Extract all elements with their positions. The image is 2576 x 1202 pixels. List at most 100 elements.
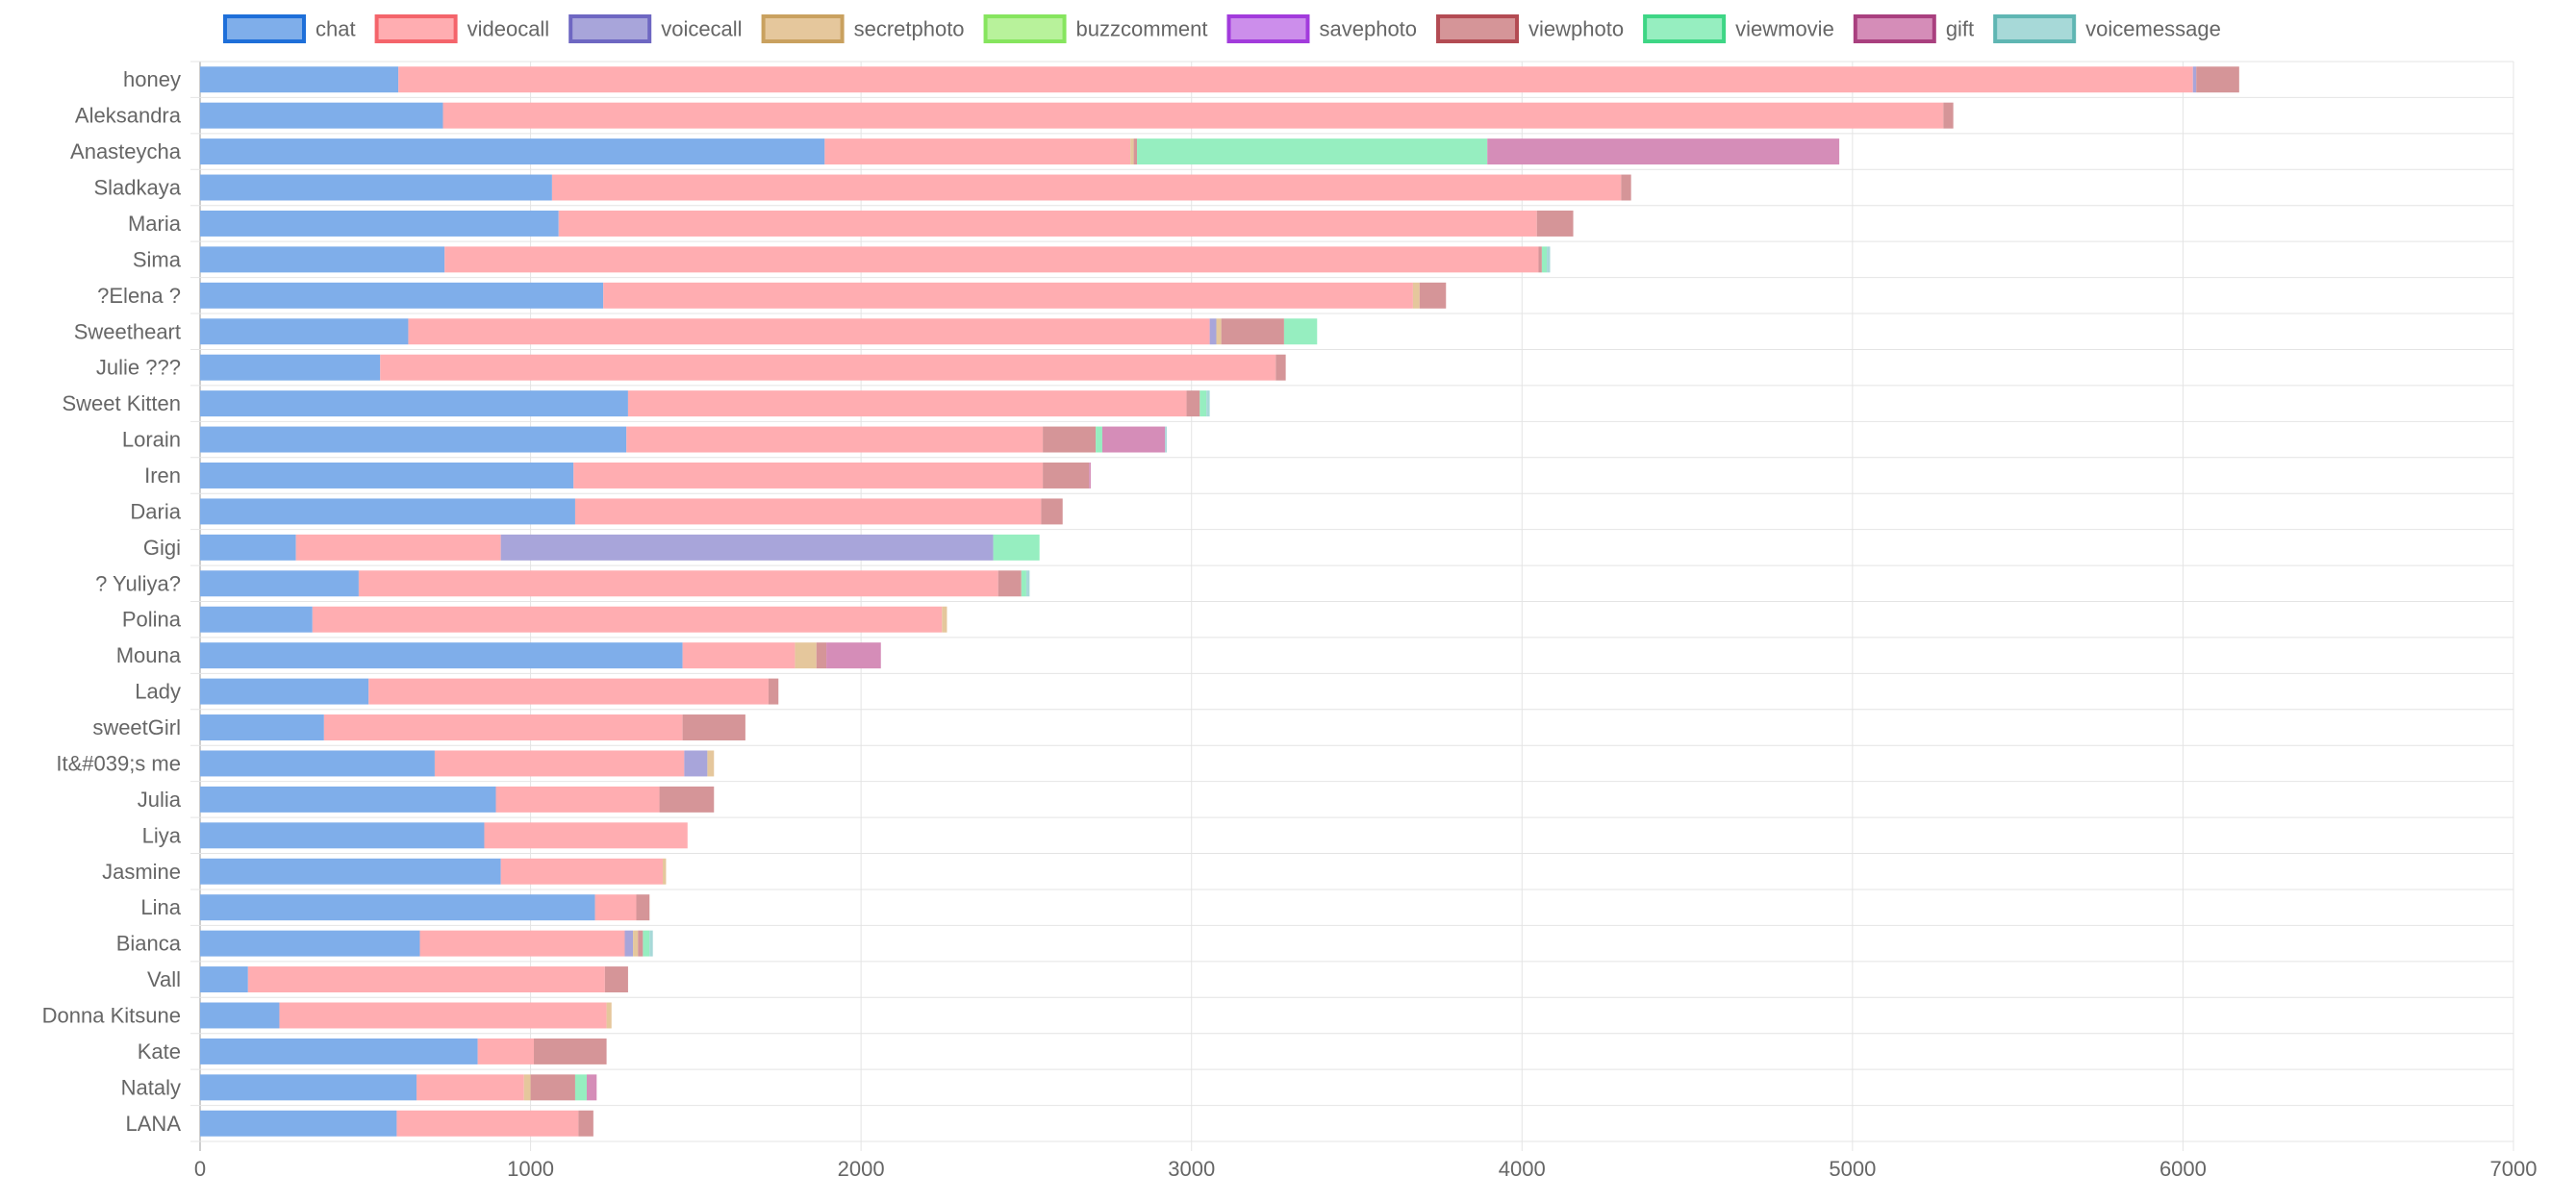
bar-sweet-kitten-viewmovie — [1200, 390, 1207, 417]
bar-mouna-secretphoto — [795, 642, 817, 669]
bar-yuliya-videocall — [358, 570, 998, 597]
y-tick-label: It&#039;s me — [56, 751, 181, 775]
legend-label: videocall — [467, 17, 550, 41]
grid — [190, 61, 2514, 1151]
bar-anasteycha-viewmovie — [1137, 138, 1488, 165]
y-tick-label: Julia — [138, 788, 182, 812]
bar-lady-videocall — [368, 678, 769, 705]
bar-sweetgirl-chat — [200, 714, 324, 740]
bar-mouna-chat — [200, 642, 683, 669]
legend: chat videocall voicecall secretphoto buzzcom… — [223, 14, 2221, 43]
legend-swatch — [1853, 14, 1936, 43]
bar-lorain-chat — [200, 426, 627, 453]
y-tick-label: Lina — [140, 895, 181, 919]
x-tick-label: 6000 — [2159, 1157, 2207, 1181]
legend-swatch — [1643, 14, 1727, 43]
legend-swatch — [374, 14, 458, 43]
bars — [200, 66, 2239, 1137]
bar-lorain-viewmovie — [1096, 426, 1102, 453]
bar-anasteycha-secretphoto — [1130, 138, 1134, 165]
y-tick-label: ?Elena ? — [97, 284, 181, 308]
bar-anasteycha-gift — [1487, 138, 1840, 165]
legend-label: buzzcomment — [1076, 17, 1208, 41]
bar-elena-secretphoto — [1412, 282, 1420, 309]
bar-julie-videocall — [380, 354, 1276, 381]
bar-honey-chat — [200, 66, 399, 93]
bar-julia-viewphoto — [659, 786, 715, 813]
bar-anasteycha-videocall — [824, 138, 1131, 165]
bar-it-039-s-me-voicecall — [684, 750, 708, 777]
bar-yuliya-voicemessage — [1025, 570, 1030, 597]
legend-swatch — [1436, 14, 1520, 43]
x-axis: 0 1000 2000 3000 4000 5000 6000 7000 — [194, 1157, 2538, 1181]
bar-anasteycha-chat — [200, 138, 825, 165]
bar-sima-viewphoto — [1538, 246, 1542, 273]
bar-lorain-videocall — [626, 426, 1044, 453]
bar-vall-videocall — [247, 966, 605, 993]
legend-label: chat — [316, 17, 356, 41]
bar-it-039-s-me-chat — [200, 750, 435, 777]
bar-elena-videocall — [603, 282, 1413, 309]
bar-lana-viewphoto — [578, 1110, 593, 1137]
y-tick-label: Vall — [147, 967, 181, 991]
x-tick-label: 7000 — [2490, 1157, 2538, 1181]
y-tick-label: Mouna — [116, 643, 182, 667]
bar-sima-voicemessage — [1547, 246, 1551, 273]
legend-item-viewmovie: viewmovie — [1643, 14, 1834, 43]
legend-label: voicecall — [661, 17, 742, 41]
bar-sweetgirl-viewphoto — [682, 714, 745, 740]
y-tick-label: Bianca — [116, 932, 182, 956]
y-tick-label: Kate — [138, 1039, 181, 1064]
bar-gigi-chat — [200, 534, 296, 561]
bar-lana-chat — [200, 1110, 397, 1137]
y-tick-label: Donna Kitsune — [42, 1003, 181, 1027]
y-tick-label: Sweetheart — [74, 319, 181, 343]
legend-item-viewphoto: viewphoto — [1436, 14, 1624, 43]
bar-sweet-kitten-viewphoto — [1186, 390, 1200, 417]
x-tick-label: 3000 — [1168, 1157, 1215, 1181]
bar-lorain-gift — [1101, 426, 1166, 453]
bar-julie-viewphoto — [1275, 354, 1286, 381]
x-tick-label: 5000 — [1829, 1157, 1876, 1181]
bar-sweetheart-secretphoto — [1216, 318, 1222, 345]
legend-label: gift — [1946, 17, 1974, 41]
y-tick-label: Liya — [142, 823, 182, 847]
bar-jasmine-videocall — [500, 858, 663, 885]
bar-aleksandra-chat — [200, 102, 443, 129]
bar-kate-viewphoto — [534, 1038, 607, 1064]
bar-lady-chat — [200, 678, 369, 705]
legend-item-gift: gift — [1853, 14, 1974, 43]
bar-polina-videocall — [312, 606, 943, 633]
bar-polina-chat — [200, 606, 313, 633]
bar-iren-chat — [200, 463, 574, 488]
bar-sladkaya-viewphoto — [1621, 174, 1631, 201]
bar-gigi-videocall — [295, 534, 501, 561]
bar-donna-kitsune-videocall — [279, 1002, 607, 1029]
y-tick-label: Anasteycha — [70, 139, 182, 163]
bar-lorain-voicemessage — [1165, 426, 1167, 453]
bar-liya-chat — [200, 822, 485, 849]
bar-lina-viewphoto — [636, 894, 650, 921]
legend-swatch — [568, 14, 652, 43]
bar-nataly-chat — [200, 1074, 417, 1101]
bar-sladkaya-videocall — [551, 174, 1622, 201]
legend-label: viewmovie — [1735, 17, 1834, 41]
legend-item-videocall: videocall — [374, 14, 550, 43]
bar-sweetheart-videocall — [408, 318, 1210, 345]
bar-nataly-viewphoto — [530, 1074, 575, 1101]
bar-maria-chat — [200, 210, 559, 237]
bar-honey-voicecall — [2192, 66, 2197, 93]
bar-sweetheart-chat — [200, 318, 409, 345]
y-tick-label: Maria — [128, 212, 182, 236]
bar-sladkaya-chat — [200, 174, 552, 201]
legend-label: viewphoto — [1528, 17, 1624, 41]
bar-sweetheart-voicecall — [1209, 318, 1217, 345]
bar-jasmine-secretphoto — [663, 858, 667, 885]
legend-label: secretphoto — [854, 17, 965, 41]
bar-bianca-chat — [200, 930, 420, 957]
bar-mouna-viewphoto — [816, 642, 827, 669]
bar-sima-videocall — [444, 246, 1539, 273]
y-tick-label: Lady — [135, 680, 181, 704]
bar-julie-chat — [200, 354, 381, 381]
